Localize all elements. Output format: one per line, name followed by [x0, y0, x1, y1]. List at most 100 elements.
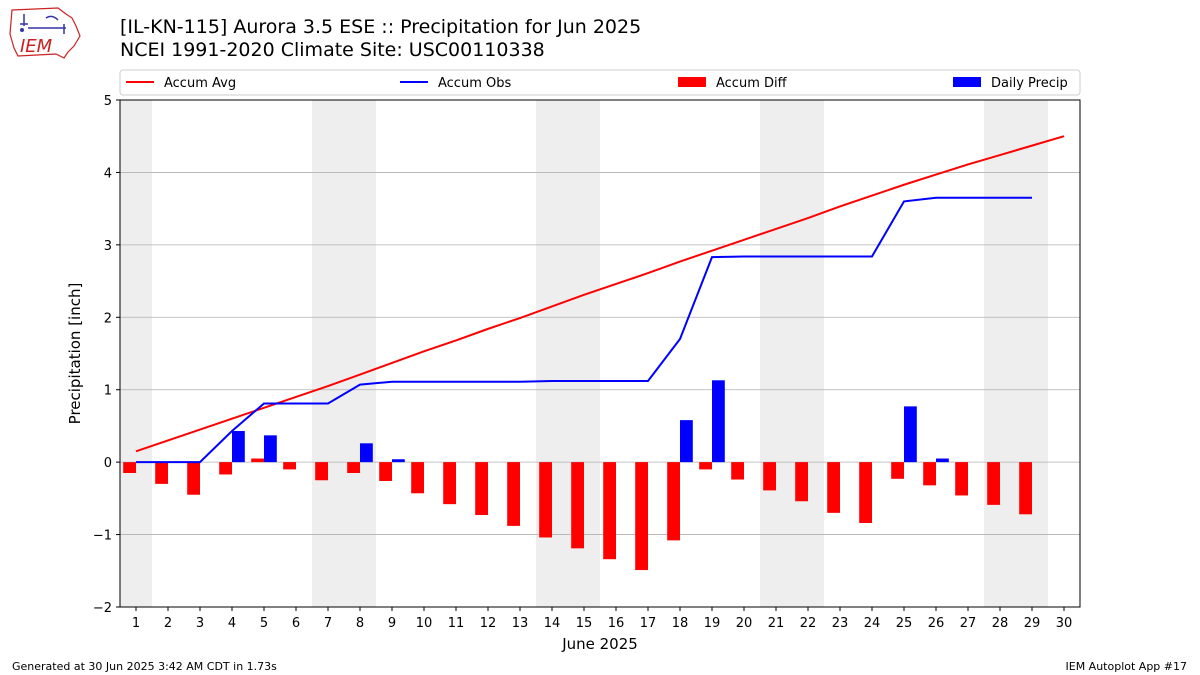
- x-tick-label: 3: [196, 616, 204, 631]
- daily-precip-bar: [360, 443, 373, 463]
- accum-diff-bar: [923, 462, 936, 486]
- y-axis-label: Precipitation [inch]: [66, 283, 84, 425]
- legend-label: Accum Obs: [438, 76, 511, 91]
- accum-diff-bar: [347, 462, 360, 474]
- y-tick-label: 2: [104, 311, 112, 326]
- x-tick-label: 26: [928, 616, 945, 631]
- weekend-band: [760, 100, 824, 607]
- accum-diff-bar: [891, 462, 904, 479]
- logo-text: IEM: [20, 36, 53, 57]
- daily-precip-bar: [232, 430, 245, 463]
- accum-diff-bar: [443, 462, 456, 505]
- x-tick-label: 19: [704, 616, 721, 631]
- x-tick-label: 4: [228, 616, 236, 631]
- y-tick-label: 4: [104, 166, 112, 181]
- x-tick-label: 21: [768, 616, 785, 631]
- x-tick-label: 27: [960, 616, 977, 631]
- accum-diff-bar: [955, 462, 968, 496]
- accum-diff-bar: [763, 462, 776, 491]
- y-tick-label: 0: [104, 456, 112, 471]
- accum-diff-bar: [987, 462, 1000, 505]
- x-tick-label: 25: [896, 616, 913, 631]
- x-tick-label: 16: [608, 616, 625, 631]
- accum-diff-bar: [123, 462, 136, 474]
- accum-obs-line: [136, 196, 1032, 464]
- accum-diff-bar: [571, 462, 584, 549]
- bars: [123, 380, 1032, 571]
- x-tick-label: 8: [356, 616, 364, 631]
- legend-swatch: [953, 77, 981, 87]
- accum-diff-bar: [379, 462, 392, 481]
- x-tick-label: 7: [324, 616, 332, 631]
- daily-precip-bar: [904, 406, 917, 463]
- x-tick-label: 20: [736, 616, 753, 631]
- weekend-shading: [120, 100, 1048, 607]
- accum-diff-bar: [155, 462, 168, 484]
- x-tick-label: 11: [448, 616, 465, 631]
- accum-diff-bar: [507, 462, 520, 526]
- accum-diff-bar: [699, 462, 712, 470]
- y-tick-label: −2: [93, 601, 112, 616]
- x-tick-label: 6: [292, 616, 300, 631]
- weekend-band: [984, 100, 1048, 607]
- x-tick-label: 12: [480, 616, 497, 631]
- x-tick-label: 15: [576, 616, 593, 631]
- app-note: IEM Autoplot App #17: [1065, 660, 1188, 673]
- x-tick-label: 10: [416, 616, 433, 631]
- legend-label: Accum Avg: [164, 76, 236, 91]
- weekend-band: [312, 100, 376, 607]
- accum-diff-bar: [667, 462, 680, 541]
- y-tick-label: 3: [104, 239, 112, 254]
- daily-precip-bar: [392, 459, 405, 463]
- x-tick-label: 24: [864, 616, 881, 631]
- x-tick-label: 29: [1024, 616, 1041, 631]
- accum-diff-bar: [219, 462, 232, 475]
- accum-diff-bar: [859, 462, 872, 523]
- chart-title: [IL-KN-115] Aurora 3.5 ESE :: Precipitat…: [120, 16, 641, 62]
- generated-note: Generated at 30 Jun 2025 3:42 AM CDT in …: [12, 660, 277, 673]
- x-tick-label: 1: [132, 616, 140, 631]
- accum-diff-bar: [315, 462, 328, 481]
- accum-avg-line: [135, 135, 1065, 453]
- y-tick-label: −1: [93, 529, 112, 544]
- weekend-band: [120, 100, 152, 607]
- accum-diff-bar: [283, 462, 296, 470]
- daily-precip-bar: [264, 435, 277, 463]
- accum-diff-bar: [251, 458, 264, 463]
- x-tick-label: 30: [1056, 616, 1073, 631]
- x-tick-label: 28: [992, 616, 1009, 631]
- lines: [135, 135, 1065, 464]
- x-tick-label: 2: [164, 616, 172, 631]
- accum-diff-bar: [1019, 462, 1032, 515]
- accum-diff-bar: [731, 462, 744, 480]
- iem-logo: IEM: [9, 7, 81, 59]
- x-tick-label: 14: [544, 616, 561, 631]
- x-tick-label: 22: [800, 616, 817, 631]
- y-tick-label: 5: [104, 94, 112, 109]
- accum-diff-bar: [411, 462, 424, 494]
- accum-diff-bar: [795, 462, 808, 502]
- accum-diff-bar: [187, 462, 200, 495]
- x-tick-label: 18: [672, 616, 689, 631]
- legend-box: [119, 69, 1081, 96]
- x-tick-label: 17: [640, 616, 657, 631]
- accum-diff-bar: [475, 462, 488, 516]
- x-tick-label: 23: [832, 616, 849, 631]
- x-axis-label: June 2025: [561, 635, 638, 653]
- x-tick-label: 5: [260, 616, 268, 631]
- legend-swatch: [678, 77, 706, 87]
- y-tick-label: 1: [104, 384, 112, 399]
- accum-diff-bar: [827, 462, 840, 513]
- legend: Accum Avg Accum Obs Accum Diff Daily Precip: [119, 69, 1081, 96]
- accum-diff-bar: [635, 462, 648, 571]
- daily-precip-bar: [680, 420, 693, 463]
- accum-diff-bar: [603, 462, 616, 560]
- x-tick-label: 13: [512, 616, 529, 631]
- daily-precip-bar: [936, 458, 949, 463]
- daily-precip-bar: [712, 380, 725, 463]
- legend-label: Accum Diff: [716, 76, 788, 91]
- title-line-2: NCEI 1991-2020 Climate Site: USC00110338: [120, 39, 545, 61]
- legend-label: Daily Precip: [991, 76, 1068, 91]
